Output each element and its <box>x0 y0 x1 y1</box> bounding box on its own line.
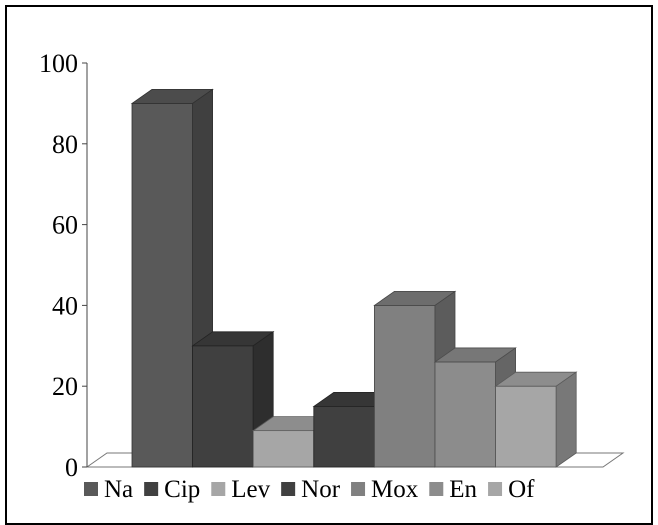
legend-swatch-en <box>429 482 444 496</box>
legend-label-mox: Mox <box>371 476 419 503</box>
y-tick-label: 80 <box>52 130 78 159</box>
y-tick-label: 100 <box>39 49 78 78</box>
bar-front-na <box>131 103 193 468</box>
legend-label-of: Of <box>508 476 535 503</box>
bar-side-of <box>555 371 577 468</box>
legend-label-en: En <box>449 476 477 503</box>
legend-swatch-lev <box>211 482 226 496</box>
legend-label-na: Na <box>104 476 133 503</box>
y-tick-label: 0 <box>65 453 78 482</box>
bar-front-lev <box>252 430 315 468</box>
legend-label-cip: Cip <box>164 476 200 503</box>
bar-front-en <box>434 361 496 468</box>
legend-swatch-nor <box>281 482 296 496</box>
legend-label-lev: Lev <box>231 476 270 503</box>
y-tick-label: 60 <box>52 211 78 240</box>
bar-front-nor <box>313 405 375 468</box>
bar-front-cip <box>192 345 254 468</box>
bar-front-mox <box>373 304 436 468</box>
legend-swatch-of <box>488 482 503 496</box>
legend-swatch-cip <box>144 482 159 496</box>
y-tick-label: 40 <box>52 291 78 320</box>
legend-label-nor: Nor <box>301 476 341 503</box>
legend-swatch-mox <box>351 482 366 496</box>
y-tick-label: 20 <box>52 372 78 401</box>
bar-front-of <box>495 385 557 468</box>
legend-swatch-na <box>84 482 98 496</box>
